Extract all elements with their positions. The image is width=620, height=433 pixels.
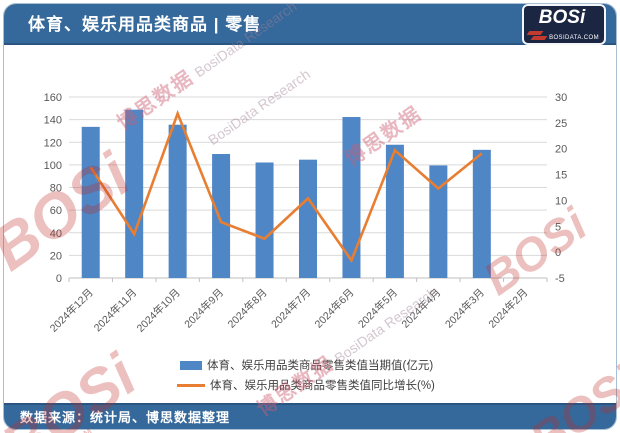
svg-text:80: 80 [50, 183, 62, 195]
svg-text:20: 20 [50, 250, 62, 262]
svg-text:2024年7月: 2024年7月 [268, 286, 313, 331]
bosidata-logo: BOSi BOSIDATA.COM [524, 6, 604, 43]
svg-text:40: 40 [50, 228, 62, 240]
svg-text:2024年2月: 2024年2月 [486, 286, 531, 331]
header-bar: 体育、娱乐用品类商品 | 零售 BOSi BOSIDATA.COM [4, 4, 616, 45]
svg-text:25: 25 [555, 118, 567, 130]
line-series [89, 109, 483, 264]
bar [125, 109, 144, 278]
svg-text:10: 10 [555, 195, 567, 207]
svg-text:30: 30 [555, 92, 567, 104]
legend-item-line: 体育、娱乐用品类商品零售类值同比增长(%) [177, 375, 435, 395]
svg-text:140: 140 [44, 115, 62, 127]
svg-text:0: 0 [555, 247, 561, 259]
bar [299, 159, 317, 278]
svg-text:100: 100 [44, 160, 62, 172]
footer-bar: 数据来源：统计局、博思数据整理 [4, 403, 616, 429]
svg-text:2024年12月: 2024年12月 [47, 286, 96, 335]
svg-text:2024年6月: 2024年6月 [312, 286, 357, 331]
chart-area: 0 20 40 60 80 100 120 140 160 -5 0 5 10 15 20 25 30 2024年… [10, 60, 616, 352]
bar-swatch-icon [180, 360, 202, 370]
logo-stripe-icon [530, 36, 548, 40]
legend-label: 体育、娱乐用品类商品零售类值当期值(亿元) [207, 360, 434, 372]
bar [385, 144, 404, 278]
svg-text:120: 120 [44, 137, 62, 149]
legend-label: 体育、娱乐用品类商品零售类值同比增长(%) [210, 380, 435, 392]
svg-text:2024年8月: 2024年8月 [225, 286, 270, 331]
bar-series [81, 109, 491, 279]
card-frame: 体育、娱乐用品类商品 | 零售 BOSi BOSIDATA.COM 0 20 40 6… [3, 3, 617, 430]
bar [429, 165, 448, 278]
svg-text:2024年9月: 2024年9月 [182, 286, 227, 331]
bar [168, 124, 187, 278]
svg-text:2024年3月: 2024年3月 [442, 286, 487, 331]
bar [81, 126, 100, 279]
svg-text:2024年11月: 2024年11月 [91, 286, 139, 334]
svg-text:20: 20 [555, 144, 567, 156]
logo-stripe-icon [526, 31, 544, 35]
svg-text:0: 0 [56, 273, 62, 285]
logo-domain-text: BOSIDATA.COM [549, 35, 599, 41]
x-ticks [68, 278, 548, 282]
svg-text:160: 160 [44, 92, 62, 104]
svg-text:2024年10月: 2024年10月 [134, 286, 183, 335]
svg-text:-5: -5 [555, 273, 565, 285]
legend-item-bar: 体育、娱乐用品类商品零售类值当期值(亿元) [180, 355, 435, 375]
combo-chart: 0 20 40 60 80 100 120 140 160 -5 0 5 10 15 20 25 30 2024年… [44, 92, 568, 335]
bar [472, 149, 491, 278]
svg-text:2024年4月: 2024年4月 [399, 286, 444, 331]
line-swatch-icon [177, 383, 205, 387]
bar [212, 154, 231, 278]
data-source-text: 数据来源：统计局、博思数据整理 [20, 410, 231, 425]
svg-text:15: 15 [555, 170, 567, 182]
logo-brand-text: BOSi [538, 7, 586, 28]
svg-text:60: 60 [50, 205, 62, 217]
page-title: 体育、娱乐用品类商品 | 零售 [28, 15, 262, 34]
bar [342, 117, 361, 278]
svg-text:2024年5月: 2024年5月 [355, 286, 400, 331]
chart-legend: 体育、娱乐用品类商品零售类值当期值(亿元) 体育、娱乐用品类商品零售类值同比增长… [177, 355, 435, 395]
bar [255, 162, 274, 278]
svg-text:5: 5 [555, 221, 561, 233]
